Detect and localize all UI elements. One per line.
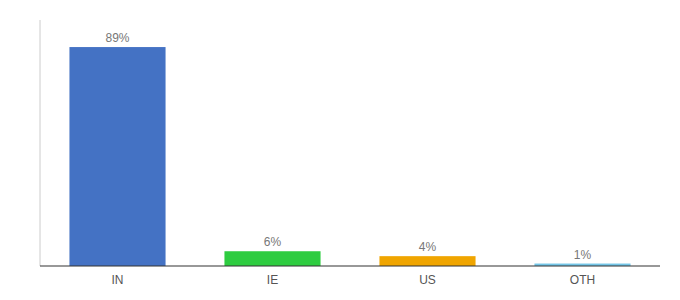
y-axis-line <box>40 20 41 266</box>
x-tick-label: IE <box>267 273 278 287</box>
bars <box>69 47 630 266</box>
data-label: 6% <box>264 235 282 249</box>
chart: 89% 6% 4% 1% IN IE US OTH <box>0 0 680 300</box>
bar <box>69 47 165 266</box>
x-axis-line <box>40 265 660 266</box>
chart-container: 89% 6% 4% 1% IN IE US OTH <box>0 0 680 300</box>
data-label: 89% <box>105 31 129 45</box>
data-label: 4% <box>419 240 437 254</box>
x-tick-label: IN <box>112 273 124 287</box>
bar <box>224 251 320 266</box>
x-tick-label: OTH <box>570 273 595 287</box>
data-label: 1% <box>574 248 592 262</box>
x-tick-label: US <box>419 273 436 287</box>
bar <box>379 256 475 266</box>
